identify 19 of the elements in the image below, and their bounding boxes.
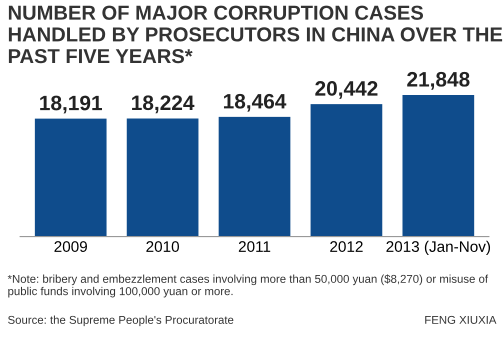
- bar: [34, 118, 107, 237]
- data-label: 18,191: [40, 96, 102, 114]
- data-label: 21,848: [407, 72, 470, 90]
- data-label: 18,464: [224, 94, 286, 112]
- x-tick-label: 2013 (Jan-Nov): [386, 240, 490, 255]
- text: FENG XIUXIA: [425, 316, 496, 324]
- data-label: 18,224: [132, 95, 194, 114]
- bar: [218, 116, 290, 237]
- data-label: 20,442: [315, 81, 378, 99]
- x-tick-label: 2011: [238, 241, 270, 252]
- x-tick-label: 2009: [54, 241, 87, 252]
- text: *Note: bribery and embezzlement cases involving more than 50,000 yuan ($8,270) or misuse of public funds involving 100,000 yuan or more.: [8, 274, 488, 298]
- bar: [402, 94, 474, 237]
- x-tick-label: 2012: [330, 241, 363, 252]
- x-tick-label: 2010: [146, 241, 180, 252]
- source-note: Source: the Supreme People's Procuratorate: [8, 316, 234, 326]
- bar: [126, 118, 198, 237]
- bar: [310, 104, 382, 237]
- chart-title: NUMBER OF MAJOR CORRUPTION CASES HANDLED BY PROSECUTORS IN CHINA OVER THE PAST FIVE YEARS*: [8, 6, 502, 64]
